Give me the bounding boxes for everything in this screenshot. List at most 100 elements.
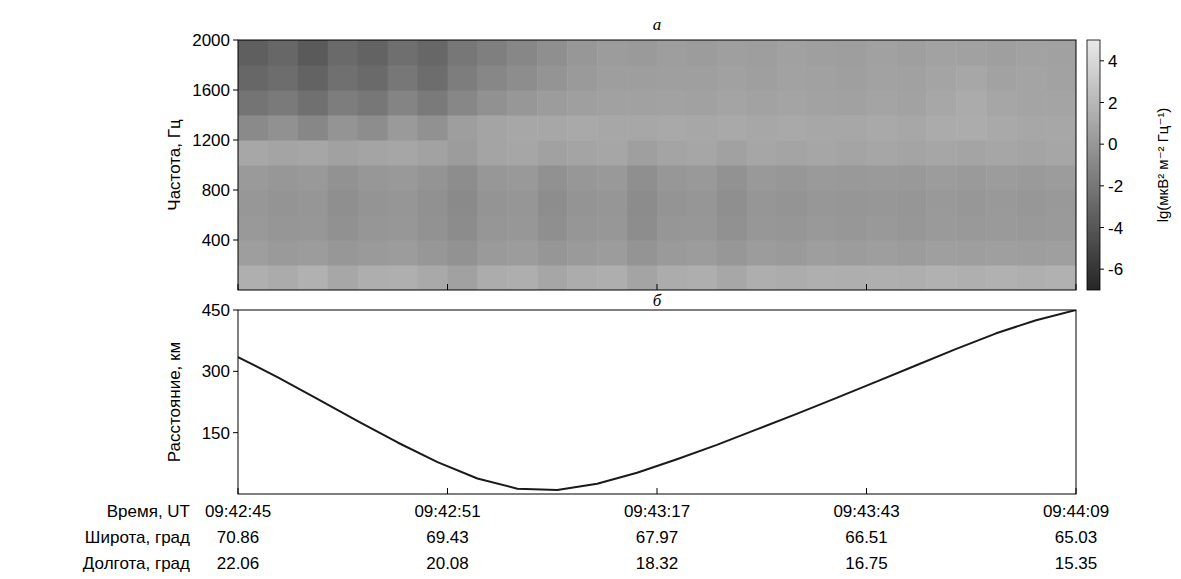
heatmap-cell [507,140,537,166]
heatmap-cell [507,90,537,116]
heatmap-cell [627,40,657,66]
heatmap-cell [627,90,657,116]
heatmap-cell [1046,90,1076,116]
heatmap-cell [328,140,358,166]
heatmap-cell [1046,190,1076,216]
heatmap-cell [837,215,867,241]
heatmap-cell [268,90,298,116]
heatmap-cell [926,240,956,266]
heatmap-cell [1016,65,1046,91]
heatmap-cell [238,40,268,66]
heatmap-cell [477,215,507,241]
colorbar [1087,40,1100,290]
heatmap-cell [537,65,567,91]
heatmap-cell [298,90,328,116]
heatmap-cell [477,40,507,66]
heatmap-cell [597,140,627,166]
colorbar-tick [1100,269,1104,270]
heatmap-cell [687,40,717,66]
heatmap-cell [537,140,567,166]
heatmap-cell [807,40,837,66]
heatmap-cell [298,165,328,191]
heatmap-cell [418,265,448,290]
heatmap-cell [567,265,597,290]
heatmap-cell [627,115,657,141]
y-tick [233,432,238,433]
heatmap-cell [507,165,537,191]
heatmap-cell [896,65,926,91]
heatmap-cell [507,215,537,241]
y-tick-label: 1600 [192,81,230,100]
heatmap-cell [627,65,657,91]
heatmap-cell [537,190,567,216]
tick-row-title: Широта, град [85,528,190,547]
heatmap-cell [597,40,627,66]
heatmap-cell [747,65,777,91]
y-tick-label: 150 [202,424,230,443]
heatmap-cell [1046,65,1076,91]
heatmap-cell [507,115,537,141]
heatmap-cell [567,90,597,116]
heatmap-cell [448,65,478,91]
colorbar-tick [1100,185,1104,186]
heatmap-cell [717,115,747,141]
heatmap-cell [867,65,897,91]
heatmap-cell [867,240,897,266]
heatmap-cell [238,190,268,216]
heatmap-cell [896,240,926,266]
heatmap-cell [717,140,747,166]
heatmap-cell [1016,115,1046,141]
y-axis-title: Частота, Гц [165,119,184,211]
y-tick [233,310,238,311]
heatmap-cell [867,115,897,141]
heatmap-cell [777,165,807,191]
heatmap-cell [238,65,268,91]
heatmap-cell [837,65,867,91]
heatmap-cell [986,190,1016,216]
tick-row-label: 22.06 [217,554,260,573]
tick-row-label: 66.51 [845,528,888,547]
heatmap-cell [238,165,268,191]
heatmap-cell [986,240,1016,266]
tick-row-label: 18.32 [636,554,679,573]
y-tick [233,371,238,372]
heatmap-cell [1046,240,1076,266]
heatmap-cell [717,240,747,266]
x-axis-title: Время, UT [107,502,190,521]
heatmap-cell [238,240,268,266]
heatmap-cell [926,115,956,141]
heatmap-cell [1016,240,1046,266]
heatmap-cell [298,65,328,91]
heatmap-cell [837,165,867,191]
heatmap-cell [567,140,597,166]
y-tick [233,140,238,141]
heatmap-cell [1046,215,1076,241]
heatmap-cell [627,240,657,266]
y-tick-label: 2000 [192,31,230,50]
heatmap-cell [358,90,388,116]
x-tick [657,284,658,290]
heatmap-cell [837,90,867,116]
heatmap-cell [328,65,358,91]
heatmap-cell [717,190,747,216]
heatmap-cell [687,65,717,91]
heatmap-cell [268,215,298,241]
heatmap-cell [747,240,777,266]
heatmap-cell [807,140,837,166]
heatmap-cell [867,215,897,241]
heatmap-cell [986,115,1016,141]
heatmap-cell [747,165,777,191]
heatmap-cell [418,115,448,141]
heatmap-cell [687,140,717,166]
heatmap-cell [477,165,507,191]
y-tick-label: 300 [202,362,230,381]
colorbar-tick-label: 2 [1108,94,1117,113]
heatmap-cell [1016,40,1046,66]
heatmap-cell [507,240,537,266]
heatmap-cell [837,140,867,166]
heatmap-cell [597,240,627,266]
x-tick-label: 09:42:51 [414,502,480,521]
heatmap-cell [867,190,897,216]
heatmap-cell [597,90,627,116]
y-tick-label: 450 [202,301,230,320]
